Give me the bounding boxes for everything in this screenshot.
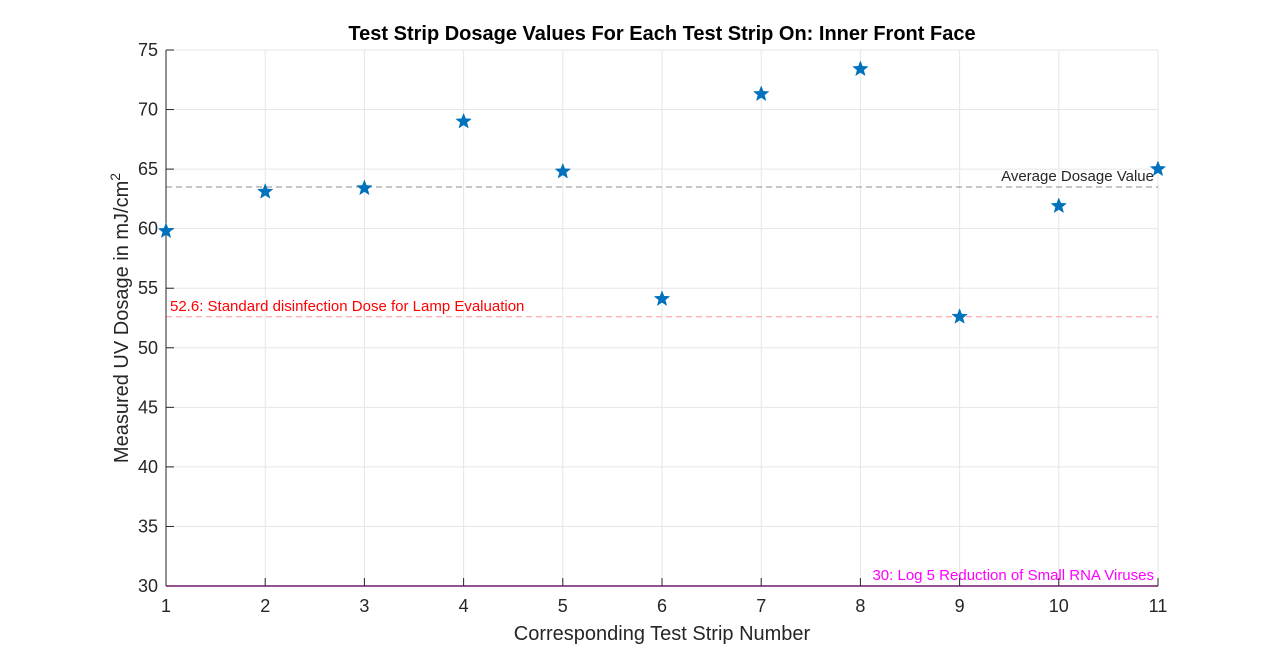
y-tick-label: 30 [138, 576, 158, 596]
chart-title: Test Strip Dosage Values For Each Test S… [348, 23, 975, 45]
x-tick-label: 1 [161, 596, 171, 616]
data-point-star [157, 222, 175, 239]
y-tick-label: 60 [138, 219, 158, 239]
x-axis-label: Corresponding Test Strip Number [514, 623, 811, 645]
y-tick-label: 50 [138, 338, 158, 358]
x-tick-label: 7 [756, 596, 766, 616]
y-tick-label: 65 [138, 159, 158, 179]
x-tick-label: 9 [955, 596, 965, 616]
grid-layer [165, 49, 1159, 587]
y-tick-label: 55 [138, 278, 158, 298]
reference-line-label: 30: Log 5 Reduction of Small RNA Viruses [872, 567, 1154, 584]
data-point-star [356, 179, 373, 196]
y-axis-label-text: Measured UV Dosage in mJ/cm [111, 181, 133, 463]
y-axis-label-superscript: 2 [107, 173, 123, 181]
data-markers [157, 60, 1167, 324]
x-tick-label: 10 [1049, 596, 1069, 616]
y-tick-label: 40 [138, 457, 158, 477]
y-tick-label: 70 [138, 100, 158, 120]
y-tick-label: 45 [138, 397, 158, 417]
x-tick-label: 6 [657, 596, 667, 616]
x-tick-label: 5 [558, 596, 568, 616]
data-point-star [554, 162, 572, 179]
x-tick-label: 4 [459, 596, 469, 616]
y-axis-label: Measured UV Dosage in mJ/cm2 [107, 173, 133, 463]
data-point-star [455, 112, 472, 129]
x-tick-label: 3 [359, 596, 369, 616]
x-tick-label: 2 [260, 596, 270, 616]
reference-line-label: 52.6: Standard disinfection Dose for Lam… [170, 298, 524, 315]
data-point-star [1050, 197, 1068, 214]
data-point-star [951, 308, 968, 324]
data-point-star [852, 60, 869, 77]
x-tick-label: 11 [1149, 596, 1168, 616]
data-point-star [653, 290, 671, 306]
reference-line-label: Average Dosage Value [1001, 168, 1154, 185]
data-point-star [752, 85, 770, 102]
y-tick-label: 35 [138, 516, 158, 536]
y-tick-label: 75 [138, 40, 158, 60]
data-point-star [1149, 160, 1167, 177]
x-tick-label: 8 [855, 596, 865, 616]
data-point-star [256, 183, 274, 199]
